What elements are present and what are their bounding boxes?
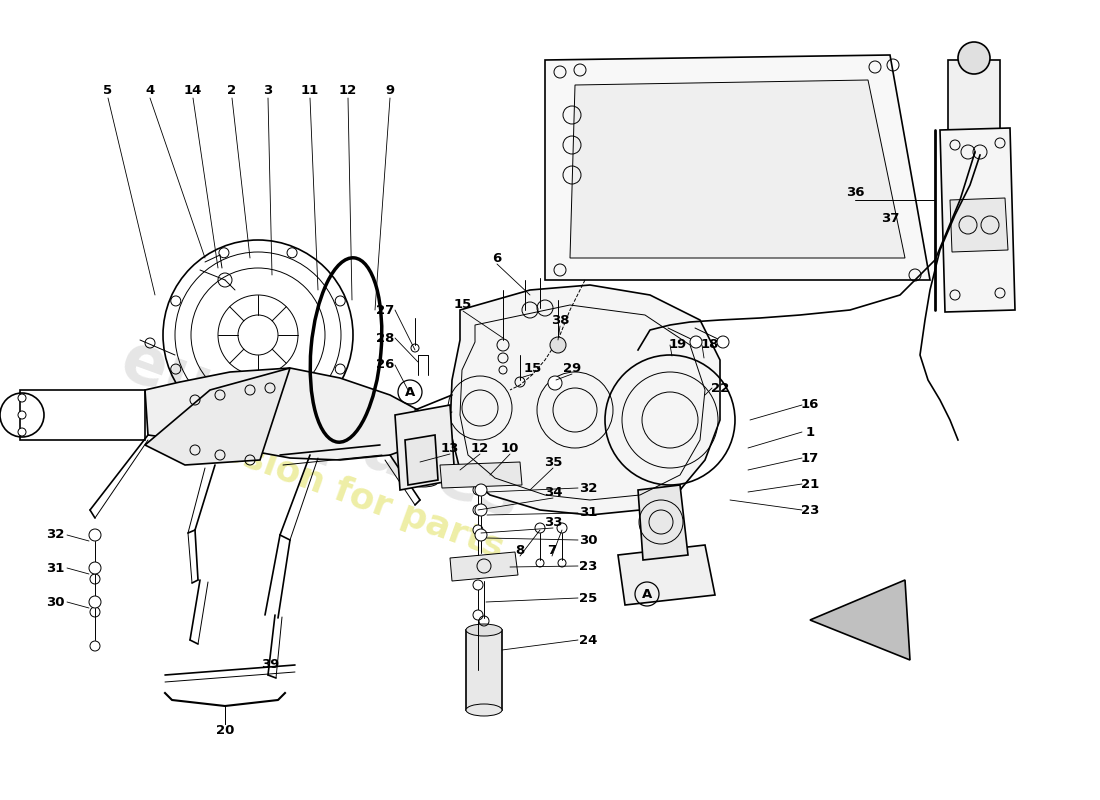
Text: 15: 15 bbox=[454, 298, 472, 311]
Text: 12: 12 bbox=[339, 83, 358, 97]
Bar bbox=[695, 385, 713, 397]
Polygon shape bbox=[810, 580, 910, 660]
Text: 23: 23 bbox=[579, 559, 597, 573]
Text: 19: 19 bbox=[669, 338, 688, 351]
Text: 4: 4 bbox=[145, 83, 155, 97]
Ellipse shape bbox=[642, 550, 684, 564]
Text: 29: 29 bbox=[563, 362, 581, 374]
Text: 22: 22 bbox=[711, 382, 729, 394]
Polygon shape bbox=[440, 462, 522, 488]
Circle shape bbox=[473, 525, 483, 535]
Text: 7: 7 bbox=[548, 543, 557, 557]
Bar bbox=[962, 133, 986, 151]
Ellipse shape bbox=[466, 471, 496, 481]
Ellipse shape bbox=[408, 477, 438, 487]
Text: 11: 11 bbox=[301, 83, 319, 97]
Text: 38: 38 bbox=[551, 314, 570, 326]
Text: 34: 34 bbox=[543, 486, 562, 498]
Text: 2: 2 bbox=[228, 83, 236, 97]
Polygon shape bbox=[405, 435, 438, 485]
Text: 1: 1 bbox=[805, 426, 815, 438]
Polygon shape bbox=[145, 368, 430, 460]
Circle shape bbox=[89, 562, 101, 574]
Ellipse shape bbox=[470, 560, 498, 572]
Polygon shape bbox=[950, 198, 1008, 252]
Text: 17: 17 bbox=[801, 451, 820, 465]
Text: 33: 33 bbox=[543, 515, 562, 529]
Text: 23: 23 bbox=[801, 503, 820, 517]
Text: 32: 32 bbox=[46, 529, 64, 542]
Polygon shape bbox=[395, 405, 455, 490]
Text: 39: 39 bbox=[261, 658, 279, 671]
Circle shape bbox=[535, 523, 544, 533]
Circle shape bbox=[473, 560, 483, 570]
Text: 31: 31 bbox=[46, 562, 64, 574]
Polygon shape bbox=[618, 545, 715, 605]
Circle shape bbox=[473, 580, 483, 590]
Circle shape bbox=[18, 411, 26, 419]
Polygon shape bbox=[145, 368, 290, 465]
Text: 6: 6 bbox=[493, 251, 502, 265]
Polygon shape bbox=[544, 55, 930, 280]
Ellipse shape bbox=[466, 704, 502, 716]
Text: 21: 21 bbox=[801, 478, 820, 490]
Text: eurospares: eurospares bbox=[111, 327, 529, 533]
Circle shape bbox=[473, 505, 483, 515]
Text: 30: 30 bbox=[579, 534, 597, 546]
Text: 14: 14 bbox=[184, 83, 202, 97]
Text: 26: 26 bbox=[376, 358, 394, 371]
Text: 35: 35 bbox=[543, 455, 562, 469]
Ellipse shape bbox=[406, 432, 436, 442]
Text: 18: 18 bbox=[701, 338, 719, 351]
Circle shape bbox=[18, 394, 26, 402]
Circle shape bbox=[89, 529, 101, 541]
Polygon shape bbox=[450, 285, 720, 515]
Text: 5: 5 bbox=[103, 83, 112, 97]
Text: 36: 36 bbox=[846, 186, 865, 198]
Text: 28: 28 bbox=[376, 331, 394, 345]
Text: 32: 32 bbox=[579, 482, 597, 494]
Circle shape bbox=[89, 596, 101, 608]
Text: 30: 30 bbox=[46, 595, 64, 609]
Text: 12: 12 bbox=[471, 442, 490, 454]
Polygon shape bbox=[570, 80, 905, 258]
Polygon shape bbox=[940, 128, 1015, 312]
Text: 9: 9 bbox=[385, 83, 395, 97]
Text: A: A bbox=[642, 587, 652, 601]
Text: 37: 37 bbox=[881, 211, 899, 225]
Text: 13: 13 bbox=[441, 442, 459, 454]
Text: 16: 16 bbox=[801, 398, 820, 411]
Text: 31: 31 bbox=[579, 506, 597, 519]
Text: 10: 10 bbox=[500, 442, 519, 454]
Ellipse shape bbox=[466, 624, 502, 636]
Circle shape bbox=[548, 376, 562, 390]
Polygon shape bbox=[450, 552, 518, 581]
Text: 20: 20 bbox=[216, 723, 234, 737]
Text: 27: 27 bbox=[376, 303, 394, 317]
Circle shape bbox=[473, 485, 483, 495]
Circle shape bbox=[475, 504, 487, 516]
Bar bbox=[466, 630, 502, 710]
Polygon shape bbox=[638, 485, 688, 560]
Circle shape bbox=[717, 336, 729, 348]
Text: 15: 15 bbox=[524, 362, 542, 374]
Text: 3: 3 bbox=[263, 83, 273, 97]
Circle shape bbox=[18, 428, 26, 436]
Circle shape bbox=[557, 523, 566, 533]
Circle shape bbox=[475, 529, 487, 541]
Text: passion for parts: passion for parts bbox=[172, 414, 508, 566]
Circle shape bbox=[958, 42, 990, 74]
Text: 25: 25 bbox=[579, 591, 597, 605]
Ellipse shape bbox=[640, 480, 682, 494]
Bar bbox=[948, 60, 1000, 135]
Circle shape bbox=[550, 337, 566, 353]
Circle shape bbox=[473, 610, 483, 620]
Circle shape bbox=[690, 336, 702, 348]
Text: 24: 24 bbox=[579, 634, 597, 646]
Text: 8: 8 bbox=[516, 543, 525, 557]
Text: A: A bbox=[405, 386, 415, 398]
Circle shape bbox=[475, 484, 487, 496]
